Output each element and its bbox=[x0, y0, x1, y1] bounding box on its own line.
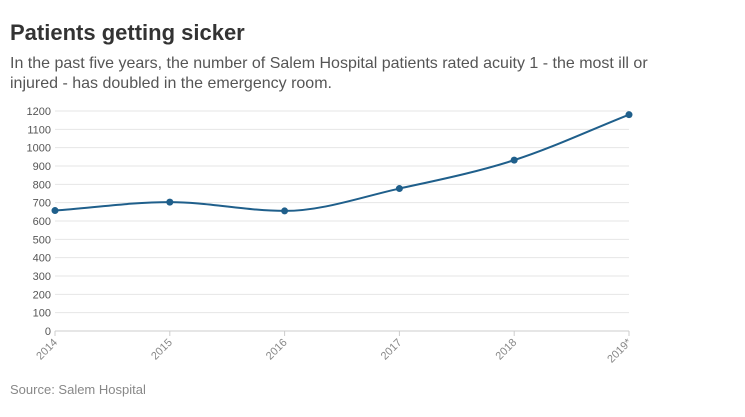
y-tick-label: 100 bbox=[33, 308, 51, 320]
x-tick-label: 2016 bbox=[264, 337, 290, 363]
data-point[interactable] bbox=[395, 185, 403, 193]
y-tick-label: 700 bbox=[33, 198, 51, 210]
line-chart: 0 100 200 300 400 500 600 700 800 900 1000 1100 1200… bbox=[27, 106, 635, 365]
y-tick-label: 800 bbox=[33, 179, 51, 191]
y-tick-label: 400 bbox=[33, 253, 51, 265]
y-tick-label: 1100 bbox=[27, 124, 51, 136]
data-point[interactable] bbox=[625, 111, 633, 119]
x-tick-label: 2018 bbox=[494, 337, 520, 363]
chart-subtitle: In the past five years, the number of Sa… bbox=[10, 55, 648, 92]
x-tick-label: 2014 bbox=[34, 337, 60, 363]
data-point[interactable] bbox=[281, 207, 289, 215]
y-tick-label: 0 bbox=[45, 326, 51, 338]
x-tick-label: 2017 bbox=[379, 337, 405, 363]
data-point[interactable] bbox=[510, 156, 518, 164]
chart-title: Patients getting sicker bbox=[10, 20, 245, 45]
y-tick-label: 500 bbox=[33, 234, 51, 246]
y-tick-label: 1000 bbox=[27, 143, 51, 155]
y-tick-label: 900 bbox=[33, 161, 51, 173]
source-note: Source: Salem Hospital bbox=[10, 382, 146, 397]
x-axis: 2014 2015 2016 2017 2018 2019* bbox=[34, 331, 635, 365]
y-tick-label: 1200 bbox=[27, 106, 51, 118]
y-axis-ticks: 0 100 200 300 400 500 600 700 800 900 1000 1100 1200 bbox=[27, 106, 51, 338]
y-tick-label: 600 bbox=[33, 216, 51, 228]
y-tick-label: 200 bbox=[33, 289, 51, 301]
series bbox=[51, 111, 633, 215]
x-tick-label: 2019* bbox=[605, 336, 634, 365]
y-tick-label: 300 bbox=[33, 271, 51, 283]
gridlines bbox=[55, 110, 629, 332]
data-point[interactable] bbox=[166, 198, 174, 206]
series-line bbox=[54, 113, 630, 212]
x-tick-label: 2015 bbox=[149, 337, 175, 363]
data-point[interactable] bbox=[51, 207, 59, 215]
